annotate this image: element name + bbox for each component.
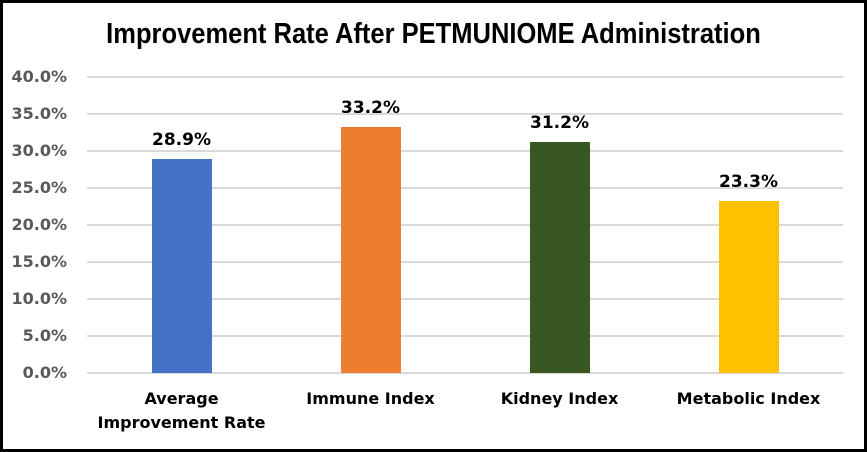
bar-value-label: 23.3% <box>719 172 778 192</box>
chart-title: Improvement Rate After PETMUNIOME Admini… <box>106 18 761 50</box>
bar-value-label: 31.2% <box>530 113 589 133</box>
y-axis-tick-label: 30.0% <box>11 141 67 160</box>
category-label-line: Metabolic Index <box>676 389 821 408</box>
bar <box>340 127 401 373</box>
gridline <box>87 335 843 337</box>
category-label: Average Improvement Rate <box>87 387 276 435</box>
bar-value-label: 33.2% <box>341 98 400 118</box>
y-axis-tick-label: 35.0% <box>11 104 67 123</box>
gridline <box>87 372 843 374</box>
category-label: Kidney Index <box>465 387 654 411</box>
category-label-line: Improvement Rate <box>97 413 266 432</box>
y-axis-tick-label: 0.0% <box>22 363 67 382</box>
bar <box>151 159 212 373</box>
y-axis-tick-label: 20.0% <box>11 215 67 234</box>
gridline <box>87 150 843 152</box>
bar <box>529 142 590 373</box>
gridline <box>87 76 843 78</box>
category-label-line: Average <box>144 389 219 408</box>
y-axis-tick-label: 40.0% <box>11 67 67 86</box>
bar-value-label: 28.9% <box>152 130 211 150</box>
bar <box>718 201 779 373</box>
category-label: Immune Index <box>276 387 465 411</box>
gridline <box>87 224 843 226</box>
y-axis-tick-label: 25.0% <box>11 178 67 197</box>
gridline <box>87 298 843 300</box>
y-axis-tick-label: 5.0% <box>22 326 67 345</box>
category-label: Metabolic Index <box>654 387 843 411</box>
gridline <box>87 113 843 115</box>
y-axis-tick-label: 15.0% <box>11 252 67 271</box>
y-axis-tick-label: 10.0% <box>11 289 67 308</box>
gridline <box>87 187 843 189</box>
gridline <box>87 261 843 263</box>
category-label-line: Immune Index <box>306 389 435 408</box>
plot-area <box>87 76 843 374</box>
category-label-line: Kidney Index <box>500 389 619 408</box>
